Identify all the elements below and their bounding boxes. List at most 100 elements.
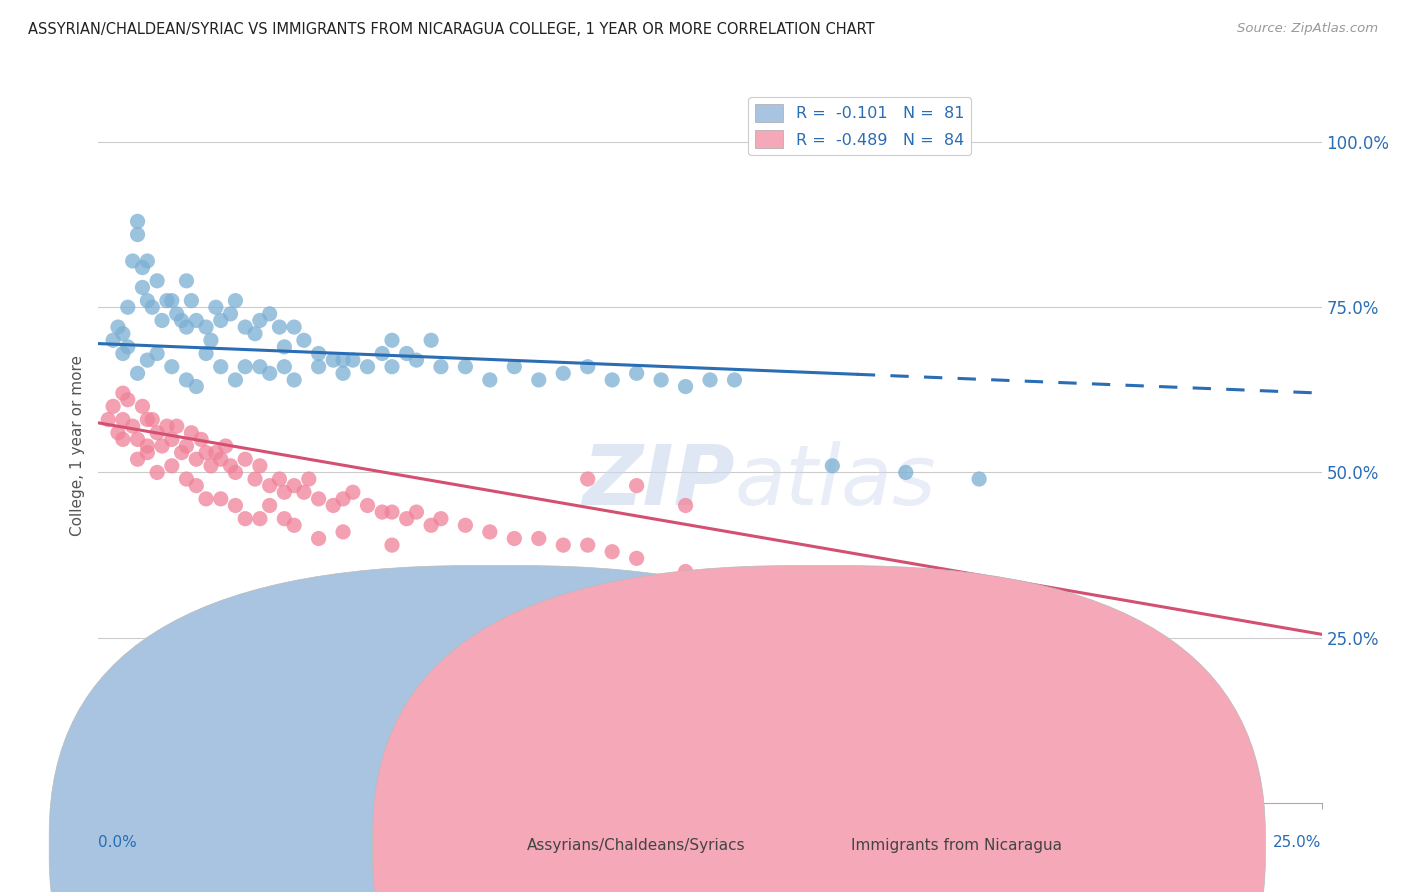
Point: [121, 419, 143, 434]
Point: [356, 499, 378, 513]
Point: [395, 511, 418, 525]
Point: [298, 472, 321, 486]
Point: [209, 359, 232, 374]
Text: Assyrians/Chaldeans/Syriacs: Assyrians/Chaldeans/Syriacs: [527, 838, 745, 853]
Point: [200, 333, 222, 347]
Point: [97, 412, 120, 426]
Point: [150, 313, 173, 327]
Point: [259, 367, 281, 381]
Point: [342, 485, 364, 500]
Point: [195, 445, 218, 459]
Point: [180, 425, 202, 440]
Point: [322, 353, 344, 368]
Point: [381, 505, 404, 519]
Point: [269, 472, 291, 486]
Point: [111, 326, 134, 341]
Point: [283, 478, 305, 492]
Point: [136, 445, 159, 459]
Point: [249, 359, 271, 374]
Text: atlas: atlas: [734, 442, 936, 522]
Point: [111, 346, 134, 360]
Point: [308, 532, 330, 546]
Point: [381, 333, 404, 347]
Point: [405, 353, 427, 368]
Point: [176, 373, 198, 387]
Point: [259, 307, 281, 321]
Point: [170, 445, 193, 459]
Point: [131, 400, 153, 414]
Point: [156, 293, 179, 308]
Point: [233, 452, 256, 467]
Point: [249, 511, 271, 525]
Point: [332, 367, 354, 381]
Point: [478, 524, 501, 539]
Point: [136, 353, 159, 368]
Text: 25.0%: 25.0%: [1274, 836, 1322, 850]
Point: [821, 591, 844, 605]
Point: [332, 491, 354, 506]
Point: [650, 373, 672, 387]
Text: Source: ZipAtlas.com: Source: ZipAtlas.com: [1237, 22, 1378, 36]
Point: [176, 274, 198, 288]
Point: [600, 373, 623, 387]
Point: [553, 367, 575, 381]
Point: [136, 254, 159, 268]
Point: [259, 499, 281, 513]
Point: [723, 373, 745, 387]
Point: [283, 373, 305, 387]
Point: [136, 293, 159, 308]
Point: [195, 346, 218, 360]
Point: [527, 373, 550, 387]
Point: [273, 340, 295, 354]
Point: [127, 433, 149, 447]
Point: [308, 491, 330, 506]
Point: [371, 505, 394, 519]
Point: [675, 499, 697, 513]
Point: [430, 511, 453, 525]
Point: [503, 532, 526, 546]
Point: [249, 458, 271, 473]
Point: [626, 478, 648, 492]
Point: [127, 214, 149, 228]
Point: [322, 499, 344, 513]
Point: [332, 524, 354, 539]
Point: [283, 320, 305, 334]
Point: [195, 320, 218, 334]
Point: [101, 400, 124, 414]
Point: [553, 538, 575, 552]
Point: [821, 458, 844, 473]
Point: [186, 478, 208, 492]
Point: [131, 260, 153, 275]
Point: [111, 386, 134, 401]
Point: [395, 346, 418, 360]
Point: [160, 359, 183, 374]
Point: [170, 313, 193, 327]
Point: [141, 300, 163, 314]
Point: [107, 425, 129, 440]
Legend: R =  -0.101   N =  81, R =  -0.489   N =  84: R = -0.101 N = 81, R = -0.489 N = 84: [748, 97, 972, 155]
Point: [117, 340, 139, 354]
Point: [243, 326, 266, 341]
Point: [101, 333, 124, 347]
Point: [166, 307, 188, 321]
Point: [723, 571, 745, 585]
Point: [127, 227, 149, 242]
Point: [117, 392, 139, 407]
Point: [136, 412, 159, 426]
Point: [186, 379, 208, 393]
Point: [219, 458, 242, 473]
Point: [219, 307, 242, 321]
Point: [200, 458, 222, 473]
Point: [308, 359, 330, 374]
Point: [283, 518, 305, 533]
Point: [600, 545, 623, 559]
Text: ZIP: ZIP: [582, 442, 734, 522]
Point: [503, 359, 526, 374]
Point: [332, 353, 354, 368]
Point: [420, 518, 443, 533]
Y-axis label: College, 1 year or more: College, 1 year or more: [70, 356, 86, 536]
Point: [894, 466, 917, 480]
Point: [259, 478, 281, 492]
Point: [214, 439, 236, 453]
Point: [224, 466, 246, 480]
